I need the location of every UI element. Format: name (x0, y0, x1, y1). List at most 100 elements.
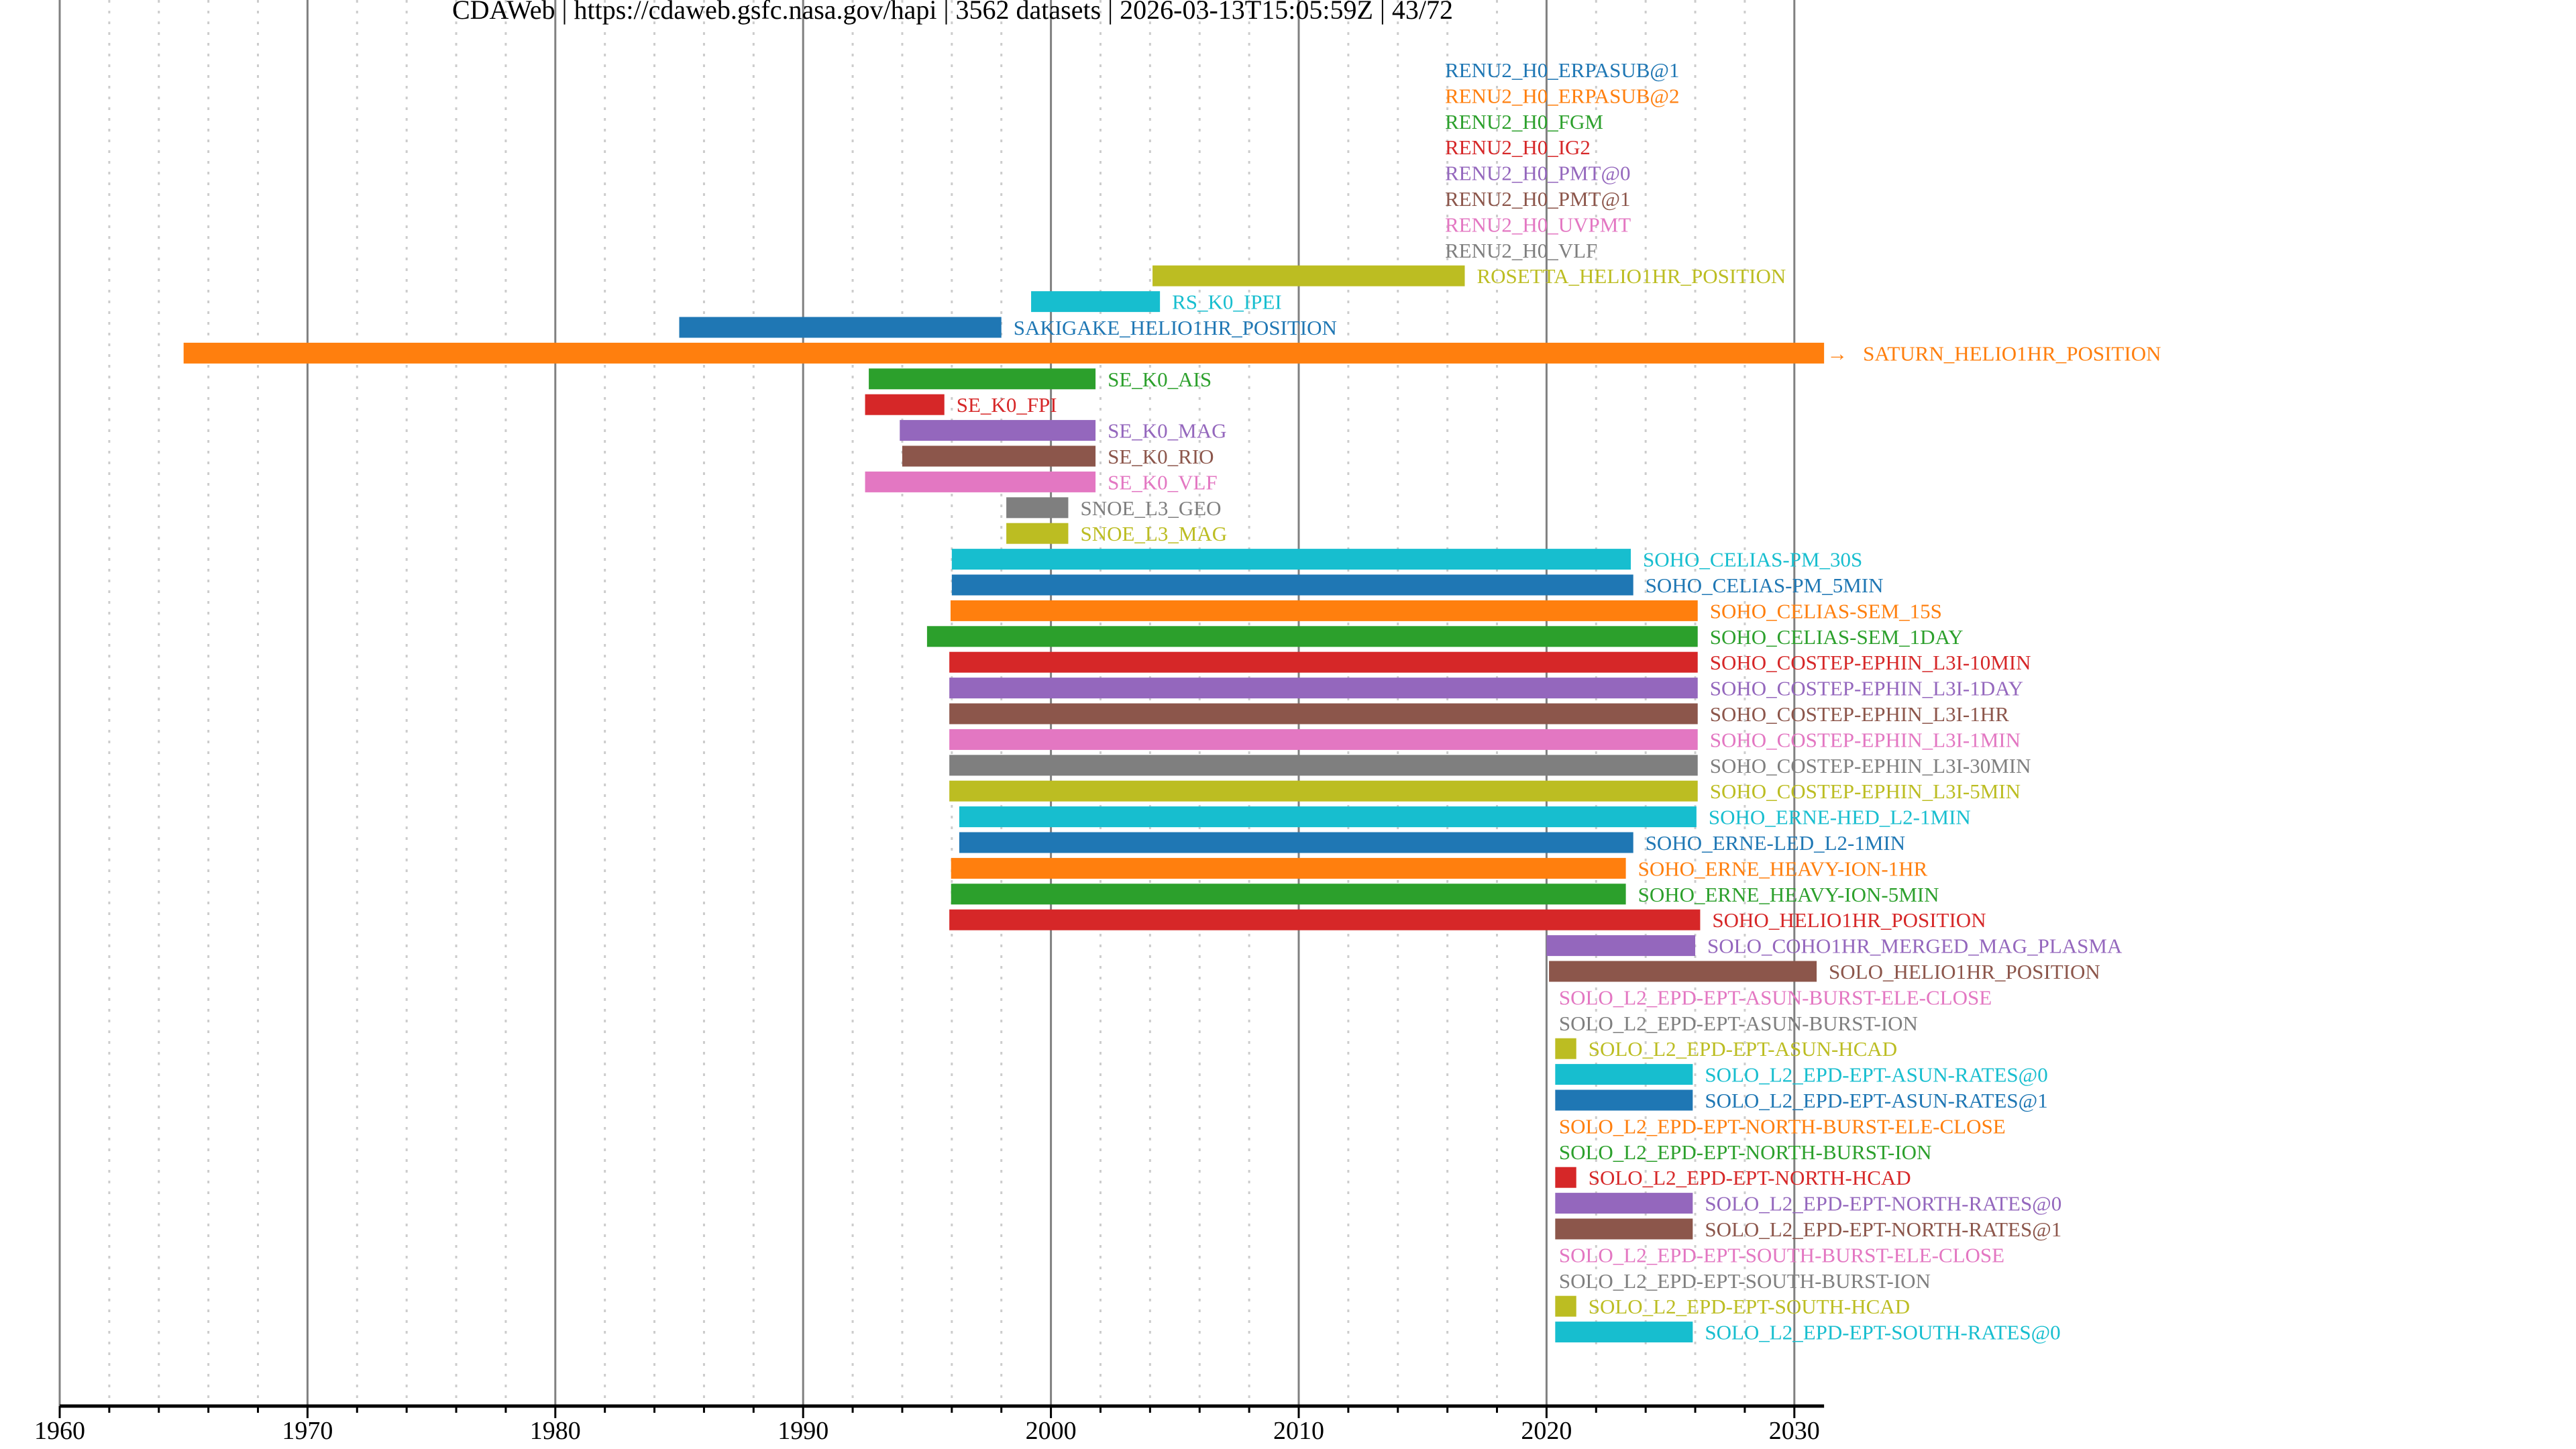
row-label: SE_K0_VLF (1108, 470, 1218, 494)
row-label: RS_K0_IPEI (1172, 290, 1282, 314)
bar (949, 651, 1698, 673)
bar (1006, 523, 1069, 544)
row-label: SOLO_L2_EPD-EPT-SOUTH-HCAD (1589, 1295, 1910, 1318)
bar (183, 342, 1825, 364)
x-tick-label: 2010 (1273, 1417, 1324, 1445)
x-axis: 1960 1970 1980 1990 2000 2010 2020 2030 (34, 1404, 1825, 1445)
bars (183, 265, 1825, 1343)
row-label: SOLO_L2_EPD-EPT-ASUN-BURST-ION (1559, 1012, 1918, 1035)
row-label: SOLO_L2_EPD-EPT-ASUN-RATES@1 (1705, 1089, 2047, 1112)
bar (951, 857, 1626, 879)
bar (926, 626, 1698, 647)
bar (951, 883, 1626, 905)
row-label: SOLO_L2_EPD-EPT-SOUTH-RATES@0 (1705, 1321, 2060, 1344)
row-label: SOLO_L2_EPD-EPT-NORTH-HCAD (1589, 1166, 1911, 1189)
row-label: SE_K0_FPI (957, 393, 1057, 417)
x-tick-label: 1970 (282, 1417, 333, 1445)
x-tick-label: 2000 (1026, 1417, 1077, 1445)
row-label: SOLO_L2_EPD-EPT-NORTH-BURST-ION (1559, 1140, 1932, 1164)
bar (865, 394, 945, 415)
row-label: SOHO_CELIAS-PM_5MIN (1646, 574, 1884, 597)
bar (1555, 1193, 1693, 1214)
bar (949, 755, 1698, 776)
bar (949, 909, 1701, 930)
row-label: SOLO_L2_EPD-EPT-NORTH-RATES@0 (1705, 1192, 2061, 1216)
bar (1555, 1064, 1693, 1085)
row-label: RENU2_H0_PMT@1 (1445, 187, 1631, 211)
bar (1152, 265, 1465, 286)
row-label: SAKIGAKE_HELIO1HR_POSITION (1014, 316, 1337, 339)
row-label: SATURN_HELIO1HR_POSITION (1863, 341, 2161, 365)
bar (869, 368, 1096, 390)
grid (58, 0, 1796, 1406)
bar (1555, 1089, 1693, 1111)
truncated-arrow-icon: → (1827, 341, 1847, 365)
row-label: RENU2_H0_ERPASUB@2 (1445, 84, 1680, 107)
x-tick-label: 1990 (777, 1417, 828, 1445)
row-label: RENU2_H0_UVPMT (1445, 213, 1631, 236)
bar (1555, 1218, 1693, 1240)
bar (902, 445, 1096, 467)
bar (959, 806, 1697, 828)
row-label: SOLO_L2_EPD-EPT-ASUN-HCAD (1589, 1037, 1897, 1061)
row-label: SOHO_COSTEP-EPHIN_L3I-5MIN (1710, 780, 2021, 803)
row-label: SOLO_COHO1HR_MERGED_MAG_PLASMA (1707, 934, 2123, 958)
row-label: SOHO_HELIO1HR_POSITION (1712, 908, 1986, 932)
row-label: SOHO_COSTEP-EPHIN_L3I-1DAY (1710, 677, 2023, 700)
bar (1555, 1322, 1693, 1343)
x-tick-label: 2030 (1769, 1417, 1820, 1445)
row-label: SOLO_L2_EPD-EPT-SOUTH-BURST-ELE-CLOSE (1559, 1243, 2004, 1267)
row-label: SOHO_COSTEP-EPHIN_L3I-1HR (1710, 702, 2009, 726)
bar (900, 420, 1096, 441)
row-label: SOLO_L2_EPD-EPT-ASUN-RATES@0 (1705, 1063, 2047, 1087)
bar (949, 780, 1698, 802)
row-label: SOLO_L2_EPD-EPT-NORTH-BURST-ELE-CLOSE (1559, 1114, 2006, 1138)
row-label: SE_K0_RIO (1108, 445, 1214, 468)
bar (951, 574, 1633, 596)
bar (865, 471, 1096, 492)
bar (949, 703, 1698, 724)
bar (951, 549, 1631, 570)
row-label: SOLO_HELIO1HR_POSITION (1829, 960, 2100, 983)
bar (1555, 1038, 1576, 1059)
row-label: RENU2_H0_FGM (1445, 110, 1603, 133)
row-label: SOHO_ERNE-LED_L2-1MIN (1646, 831, 1905, 855)
row-label: ROSETTA_HELIO1HR_POSITION (1477, 264, 1786, 288)
bar (949, 678, 1698, 699)
row-label: SNOE_L3_MAG (1080, 522, 1227, 545)
bar (1546, 935, 1696, 957)
row-label: SOHO_ERNE_HEAVY-ION-1HR (1638, 857, 1928, 880)
row-label: SE_K0_MAG (1108, 419, 1226, 443)
row-label: SOHO_CELIAS-SEM_15S (1710, 599, 1942, 623)
bar (1006, 497, 1069, 519)
row-label: SOHO_COSTEP-EPHIN_L3I-1MIN (1710, 728, 2021, 751)
row-label: SOLO_L2_EPD-EPT-SOUTH-BURST-ION (1559, 1269, 1931, 1293)
row-label: SOHO_CELIAS-SEM_1DAY (1710, 625, 1964, 649)
row-label: RENU2_H0_VLF (1445, 239, 1597, 262)
row-label: SNOE_L3_GEO (1080, 496, 1221, 520)
row-label: SOHO_ERNE-HED_L2-1MIN (1709, 806, 1971, 829)
bar (949, 729, 1698, 750)
row-label: RENU2_H0_PMT@0 (1445, 162, 1631, 185)
bar (1549, 961, 1817, 982)
row-label: SOLO_L2_EPD-EPT-ASUN-BURST-ELE-CLOSE (1559, 985, 1992, 1009)
bar (1031, 291, 1161, 313)
row-label: SOHO_COSTEP-EPHIN_L3I-10MIN (1710, 651, 2031, 674)
bar (1555, 1295, 1576, 1317)
bar (959, 832, 1633, 853)
row-label: RENU2_H0_ERPASUB@1 (1445, 58, 1680, 82)
bar (1555, 1167, 1576, 1188)
x-tick-label: 1960 (34, 1417, 85, 1445)
chart-title: CDAWeb | https://cdaweb.gsfc.nasa.gov/ha… (452, 0, 1453, 25)
x-tick-label: 2020 (1521, 1417, 1572, 1445)
row-label: SOLO_L2_EPD-EPT-NORTH-RATES@1 (1705, 1218, 2061, 1241)
bar (679, 317, 1002, 338)
row-label: SOHO_CELIAS-PM_30S (1643, 548, 1862, 572)
row-label: RENU2_H0_IG2 (1445, 136, 1591, 159)
row-label: SE_K0_AIS (1108, 368, 1212, 391)
bar (950, 600, 1698, 621)
row-label: SOHO_COSTEP-EPHIN_L3I-30MIN (1710, 754, 2031, 777)
row-label: SOHO_ERNE_HEAVY-ION-5MIN (1638, 883, 1939, 906)
